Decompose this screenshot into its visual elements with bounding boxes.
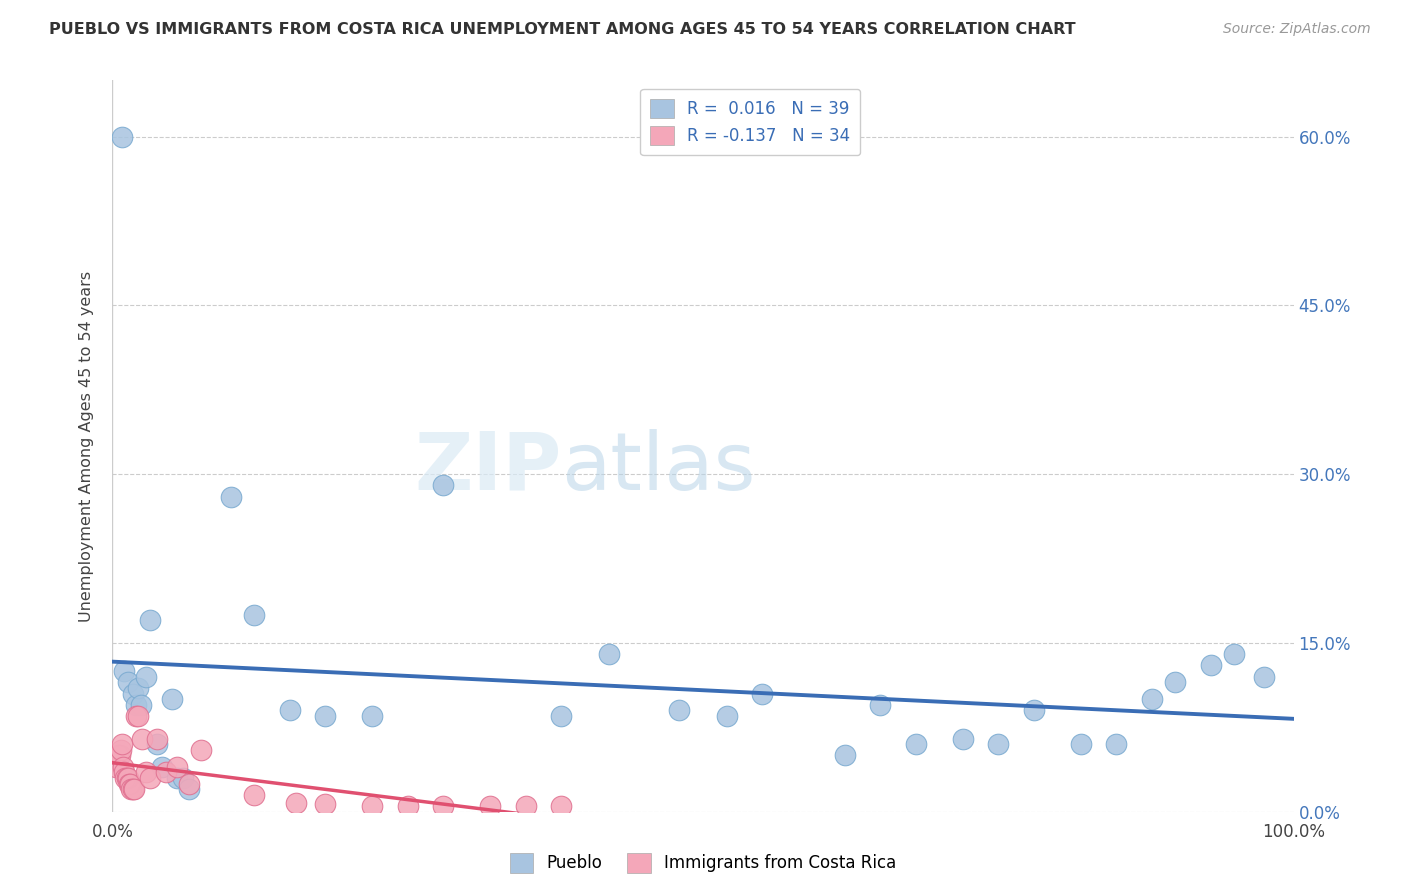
Point [179, 782, 201, 797]
Point [1223, 647, 1246, 661]
Point [117, 675, 139, 690]
Point [118, 776, 141, 790]
Point [243, 788, 266, 802]
Point [479, 799, 502, 814]
Point [121, 687, 143, 701]
Point [1022, 703, 1045, 717]
Point [111, 737, 134, 751]
Point [105, 760, 128, 774]
Point [146, 731, 169, 746]
Y-axis label: Unemployment Among Ages 45 to 54 years: Unemployment Among Ages 45 to 54 years [79, 270, 94, 622]
Point [219, 490, 242, 504]
Point [150, 760, 173, 774]
Point [952, 731, 974, 746]
Point [155, 765, 177, 780]
Point [108, 748, 131, 763]
Point [160, 692, 183, 706]
Point [127, 709, 149, 723]
Point [550, 709, 572, 723]
Point [122, 782, 145, 797]
Point [869, 698, 891, 712]
Point [125, 709, 148, 723]
Point [112, 760, 135, 774]
Point [1140, 692, 1163, 706]
Point [314, 797, 336, 811]
Point [1105, 737, 1128, 751]
Point [166, 760, 188, 774]
Point [166, 771, 188, 785]
Point [432, 799, 454, 814]
Text: Source: ZipAtlas.com: Source: ZipAtlas.com [1223, 22, 1371, 37]
Point [115, 771, 138, 785]
Text: ZIP: ZIP [413, 429, 561, 507]
Point [172, 771, 194, 785]
Point [190, 743, 212, 757]
Point [139, 614, 162, 628]
Point [110, 743, 132, 757]
Point [112, 765, 135, 780]
Point [135, 670, 157, 684]
Point [361, 799, 384, 814]
Point [1199, 658, 1222, 673]
Point [131, 731, 153, 746]
Point [179, 776, 201, 790]
Point [716, 709, 738, 723]
Point [135, 765, 157, 780]
Point [139, 771, 162, 785]
Point [987, 737, 1010, 751]
Point [125, 698, 148, 712]
Point [243, 607, 266, 622]
Point [515, 799, 537, 814]
Point [278, 703, 301, 717]
Point [121, 782, 143, 797]
Point [284, 796, 307, 810]
Point [751, 687, 773, 701]
Point [1164, 675, 1187, 690]
Point [120, 782, 142, 797]
Point [904, 737, 927, 751]
Point [550, 799, 572, 814]
Point [146, 737, 169, 751]
Point [111, 129, 134, 144]
Point [668, 703, 690, 717]
Legend: R =  0.016   N = 39, R = -0.137   N = 34: R = 0.016 N = 39, R = -0.137 N = 34 [640, 88, 860, 155]
Point [107, 748, 129, 763]
Legend: Pueblo, Immigrants from Costa Rica: Pueblo, Immigrants from Costa Rica [503, 847, 903, 880]
Point [598, 647, 620, 661]
Text: PUEBLO VS IMMIGRANTS FROM COSTA RICA UNEMPLOYMENT AMONG AGES 45 TO 54 YEARS CORR: PUEBLO VS IMMIGRANTS FROM COSTA RICA UNE… [49, 22, 1076, 37]
Point [117, 771, 139, 785]
Point [1070, 737, 1092, 751]
Point [396, 799, 419, 814]
Point [1253, 670, 1275, 684]
Point [127, 681, 149, 695]
Point [120, 776, 142, 790]
Text: atlas: atlas [561, 429, 755, 507]
Point [314, 709, 336, 723]
Point [361, 709, 384, 723]
Point [114, 771, 136, 785]
Point [112, 664, 135, 678]
Point [834, 748, 856, 763]
Point [432, 478, 454, 492]
Point [129, 698, 152, 712]
